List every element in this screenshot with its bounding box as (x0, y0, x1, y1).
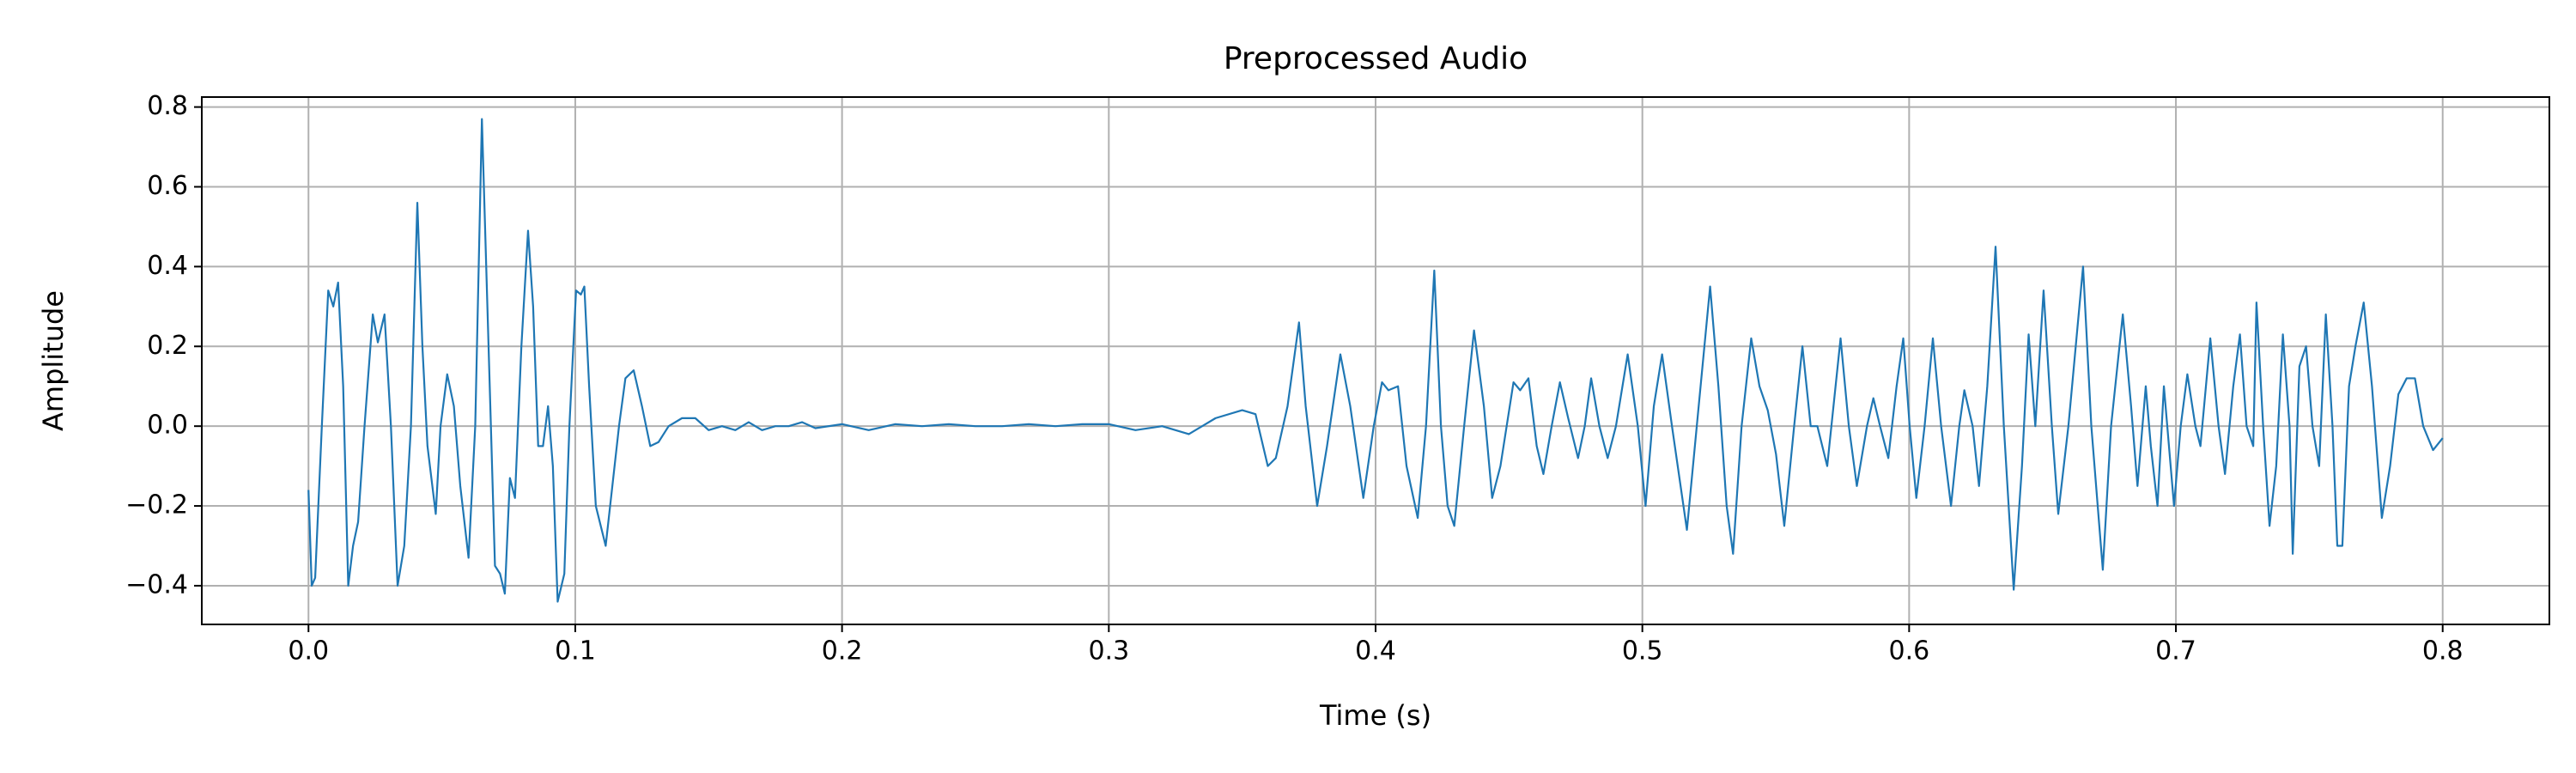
x-tick-label: 0.3 (1088, 636, 1129, 666)
y-tick-label: −0.2 (125, 490, 188, 520)
y-tick-label: 0.2 (147, 331, 188, 361)
x-tick-label: 0.6 (1889, 636, 1930, 666)
y-tick-label: 0.6 (147, 171, 188, 201)
chart-title: Preprocessed Audio (1224, 41, 1528, 76)
x-tick-label: 0.0 (288, 636, 329, 666)
y-tick-label: 0.0 (147, 411, 188, 441)
y-tick-label: 0.4 (147, 251, 188, 281)
y-tick-label: 0.8 (147, 91, 188, 121)
x-tick-label: 0.8 (2422, 636, 2464, 666)
waveform-line (307, 118, 2444, 603)
x-tick-label: 0.1 (555, 636, 596, 666)
y-tick-label: −0.4 (125, 569, 188, 600)
x-tick-label: 0.5 (1622, 636, 1663, 666)
y-axis-label: Amplitude (37, 290, 70, 431)
x-tick-label: 0.2 (822, 636, 863, 666)
x-axis-label: Time (s) (1319, 699, 1431, 732)
x-tick-label: 0.4 (1355, 636, 1396, 666)
plot-frame (201, 96, 2550, 625)
x-tick-label: 0.7 (2155, 636, 2196, 666)
